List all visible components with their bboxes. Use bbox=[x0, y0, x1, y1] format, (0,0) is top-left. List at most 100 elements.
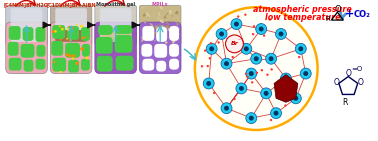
FancyBboxPatch shape bbox=[50, 22, 92, 74]
Ellipse shape bbox=[173, 25, 175, 28]
Ellipse shape bbox=[164, 16, 166, 19]
Circle shape bbox=[277, 86, 279, 89]
Text: atmospheric pressure: atmospheric pressure bbox=[253, 5, 352, 14]
Circle shape bbox=[264, 91, 269, 96]
Circle shape bbox=[67, 28, 70, 31]
Ellipse shape bbox=[144, 22, 146, 23]
Text: Br: Br bbox=[231, 41, 239, 46]
Ellipse shape bbox=[150, 23, 154, 27]
FancyBboxPatch shape bbox=[52, 58, 66, 72]
FancyBboxPatch shape bbox=[21, 44, 34, 58]
FancyBboxPatch shape bbox=[169, 59, 179, 70]
Circle shape bbox=[280, 73, 291, 84]
Circle shape bbox=[221, 103, 232, 114]
Ellipse shape bbox=[165, 25, 168, 27]
FancyBboxPatch shape bbox=[156, 61, 166, 72]
Ellipse shape bbox=[158, 9, 159, 11]
Circle shape bbox=[66, 38, 68, 40]
FancyBboxPatch shape bbox=[81, 27, 90, 41]
FancyBboxPatch shape bbox=[115, 25, 132, 34]
Circle shape bbox=[80, 25, 83, 28]
Circle shape bbox=[271, 108, 282, 119]
Circle shape bbox=[53, 69, 54, 71]
Circle shape bbox=[298, 56, 301, 58]
Ellipse shape bbox=[166, 26, 169, 29]
Circle shape bbox=[237, 15, 239, 18]
Circle shape bbox=[241, 43, 252, 54]
Ellipse shape bbox=[177, 33, 180, 35]
Text: ⁻: ⁻ bbox=[237, 39, 240, 44]
Ellipse shape bbox=[165, 41, 167, 44]
Circle shape bbox=[269, 56, 274, 61]
Ellipse shape bbox=[141, 6, 145, 9]
Circle shape bbox=[253, 25, 255, 27]
FancyBboxPatch shape bbox=[23, 27, 34, 41]
Circle shape bbox=[298, 46, 303, 51]
Circle shape bbox=[232, 42, 234, 44]
Ellipse shape bbox=[176, 20, 178, 23]
Ellipse shape bbox=[172, 35, 175, 39]
FancyBboxPatch shape bbox=[116, 56, 133, 71]
Ellipse shape bbox=[156, 35, 158, 38]
Circle shape bbox=[207, 65, 209, 67]
FancyBboxPatch shape bbox=[143, 59, 154, 71]
Circle shape bbox=[209, 57, 211, 60]
Circle shape bbox=[82, 37, 85, 39]
Circle shape bbox=[234, 22, 239, 27]
Text: R: R bbox=[325, 16, 330, 22]
FancyBboxPatch shape bbox=[141, 44, 152, 57]
Text: O: O bbox=[345, 69, 351, 78]
Circle shape bbox=[261, 88, 271, 99]
Text: O: O bbox=[333, 78, 339, 87]
FancyBboxPatch shape bbox=[169, 44, 179, 57]
Circle shape bbox=[213, 92, 215, 94]
FancyBboxPatch shape bbox=[100, 27, 132, 42]
FancyBboxPatch shape bbox=[95, 5, 136, 45]
FancyBboxPatch shape bbox=[96, 37, 113, 54]
Circle shape bbox=[293, 96, 298, 101]
FancyBboxPatch shape bbox=[8, 42, 19, 56]
FancyBboxPatch shape bbox=[100, 8, 132, 42]
Circle shape bbox=[206, 81, 211, 86]
FancyBboxPatch shape bbox=[98, 25, 113, 35]
Circle shape bbox=[239, 86, 244, 91]
Circle shape bbox=[54, 30, 57, 33]
Ellipse shape bbox=[146, 13, 150, 17]
Circle shape bbox=[251, 53, 262, 64]
Circle shape bbox=[210, 42, 212, 44]
FancyBboxPatch shape bbox=[156, 27, 167, 42]
Ellipse shape bbox=[152, 27, 156, 30]
Circle shape bbox=[246, 113, 257, 124]
Ellipse shape bbox=[154, 40, 156, 42]
Circle shape bbox=[206, 43, 217, 54]
Ellipse shape bbox=[169, 10, 172, 14]
Circle shape bbox=[203, 78, 214, 89]
Circle shape bbox=[219, 31, 224, 36]
Ellipse shape bbox=[176, 23, 179, 25]
Circle shape bbox=[254, 56, 259, 61]
FancyBboxPatch shape bbox=[68, 60, 79, 73]
Circle shape bbox=[204, 49, 206, 52]
Circle shape bbox=[284, 104, 287, 107]
Circle shape bbox=[85, 36, 87, 38]
Circle shape bbox=[244, 46, 249, 51]
Ellipse shape bbox=[166, 25, 169, 27]
Circle shape bbox=[226, 35, 243, 53]
Ellipse shape bbox=[153, 31, 155, 33]
Circle shape bbox=[195, 7, 318, 130]
FancyBboxPatch shape bbox=[154, 44, 167, 58]
Ellipse shape bbox=[153, 31, 156, 35]
Circle shape bbox=[249, 116, 254, 121]
Text: +: + bbox=[345, 9, 354, 19]
Circle shape bbox=[59, 71, 62, 73]
FancyBboxPatch shape bbox=[139, 5, 181, 45]
Circle shape bbox=[290, 93, 301, 104]
Ellipse shape bbox=[141, 37, 142, 38]
Text: O: O bbox=[357, 78, 363, 87]
Ellipse shape bbox=[156, 26, 158, 30]
Text: Monolithic gel: Monolithic gel bbox=[96, 2, 135, 7]
Circle shape bbox=[71, 27, 74, 30]
Ellipse shape bbox=[175, 12, 177, 14]
Ellipse shape bbox=[165, 29, 167, 34]
FancyBboxPatch shape bbox=[51, 41, 63, 56]
